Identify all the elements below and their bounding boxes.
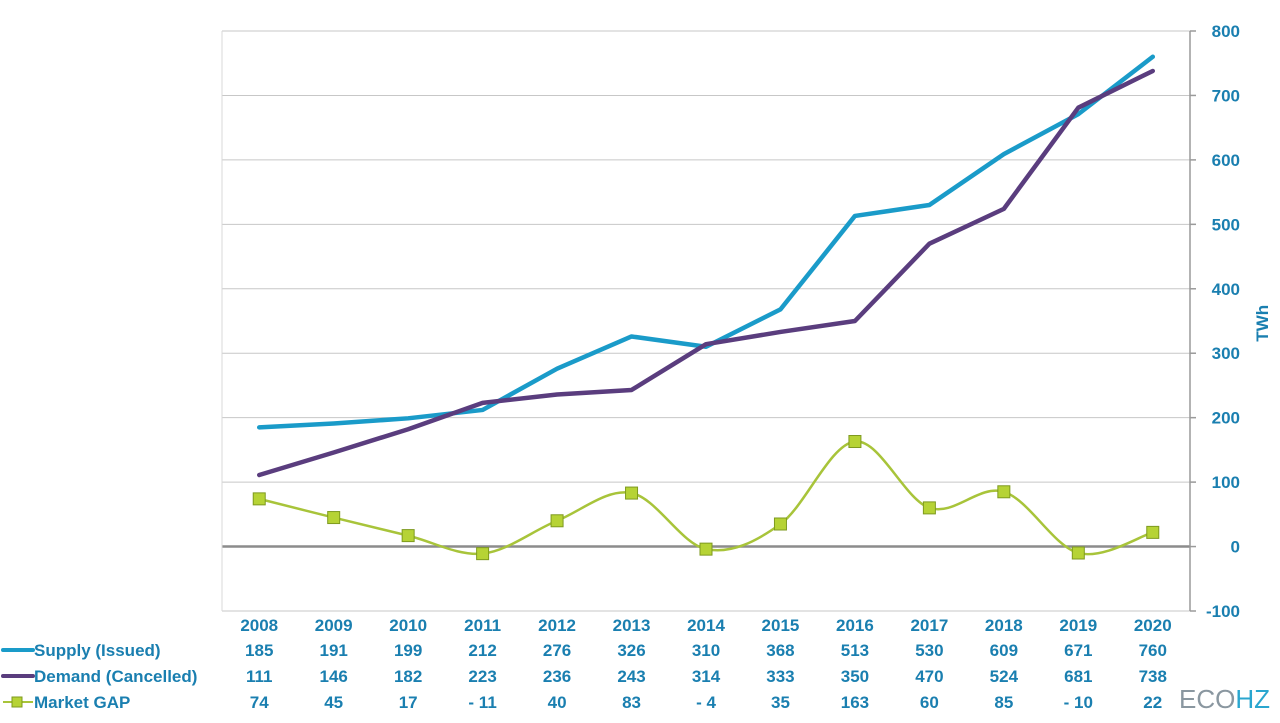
table-cell-demand-cancelled: 146	[320, 667, 348, 686]
x-tick-label: 2019	[1059, 616, 1097, 635]
y-tick-label: 0	[1231, 538, 1240, 557]
x-tick-label: 2015	[762, 616, 800, 635]
y-tick-label: 300	[1212, 344, 1240, 363]
table-cell-market-gap: 74	[250, 693, 269, 712]
x-tick-label: 2009	[315, 616, 353, 635]
table-cell-supply-issued: 191	[320, 641, 348, 660]
x-tick-label: 2017	[910, 616, 948, 635]
table-cell-demand-cancelled: 333	[766, 667, 794, 686]
table-cell-supply-issued: 326	[617, 641, 645, 660]
data-point-market-gap	[997, 485, 1011, 499]
legend-label-market-gap: Market GAP	[34, 693, 130, 712]
x-tick-label: 2018	[985, 616, 1023, 635]
x-tick-label: 2010	[389, 616, 427, 635]
table-cell-market-gap: - 10	[1064, 693, 1093, 712]
x-tick-label: 2008	[240, 616, 278, 635]
y-axis: 800 700 600 500 400 300 200 100 0 -100	[1189, 22, 1240, 621]
x-tick-label: 2011	[464, 616, 501, 635]
y-tick-label: 700	[1212, 86, 1240, 105]
table-cell-supply-issued: 199	[394, 641, 422, 660]
table-cell-market-gap: 22	[1143, 693, 1162, 712]
table-cell-market-gap: 35	[771, 693, 790, 712]
table-cell-supply-issued: 185	[245, 641, 273, 660]
table-cell-demand-cancelled: 223	[468, 667, 496, 686]
table-cell-demand-cancelled: 182	[394, 667, 422, 686]
table-cell-demand-cancelled: 524	[990, 667, 1019, 686]
data-point-market-gap	[699, 542, 713, 556]
table-cell-supply-issued: 760	[1139, 641, 1167, 660]
data-point-market-gap	[848, 435, 862, 449]
table-cell-market-gap: - 11	[468, 693, 496, 712]
data-point-market-gap	[625, 486, 639, 500]
table-cell-demand-cancelled: 111	[246, 667, 273, 686]
table-cell-market-gap: - 4	[696, 693, 716, 712]
table-cell-supply-issued: 609	[990, 641, 1018, 660]
table-cell-market-gap: 83	[622, 693, 641, 712]
table-cell-demand-cancelled: 738	[1139, 667, 1167, 686]
x-tick-label: 2016	[836, 616, 874, 635]
series-line-supply-issued	[256, 54, 1156, 430]
table-cell-market-gap: 163	[841, 693, 869, 712]
data-point-market-gap	[1146, 525, 1160, 539]
x-tick-label: 2014	[687, 616, 725, 635]
data-point-market-gap	[401, 529, 415, 543]
y-tick-label: 500	[1212, 215, 1240, 234]
data-point-market-gap	[1071, 546, 1085, 560]
y-tick-label: 200	[1212, 409, 1240, 428]
table-cell-market-gap: 17	[399, 693, 418, 712]
table-cell-demand-cancelled: 470	[915, 667, 943, 686]
brand-suffix: HZ	[1235, 684, 1270, 714]
gridlines	[221, 30, 1190, 612]
x-tick-label: 2020	[1134, 616, 1172, 635]
data-point-market-gap	[252, 492, 266, 506]
data-point-market-gap	[327, 511, 341, 525]
table-cell-supply-issued: 513	[841, 641, 869, 660]
series-line-demand-cancelled	[256, 68, 1156, 478]
table-cell-demand-cancelled: 314	[692, 667, 721, 686]
table-cell-supply-issued: 530	[915, 641, 943, 660]
data-table: Supply (Issued) 185 191 199 212 276 326 310 368 5…	[1, 641, 1167, 712]
x-tick-label: 2013	[613, 616, 651, 635]
y-axis-label: TWh	[1253, 305, 1272, 342]
data-point-market-gap	[922, 501, 936, 515]
table-cell-market-gap: 85	[994, 693, 1013, 712]
data-point-market-gap	[550, 514, 564, 528]
table-cell-demand-cancelled: 236	[543, 667, 571, 686]
x-tick-label: 2012	[538, 616, 576, 635]
y-tick-label: 400	[1212, 280, 1240, 299]
data-point-market-gap	[773, 517, 787, 531]
table-cell-supply-issued: 212	[468, 641, 496, 660]
y-tick-label: 800	[1212, 22, 1240, 41]
brand-logo: ECOHZ	[1179, 684, 1270, 715]
series-lines	[252, 54, 1160, 561]
table-cell-market-gap: 45	[324, 693, 343, 712]
y-tick-label: 100	[1212, 473, 1240, 492]
table-cell-supply-issued: 671	[1064, 641, 1092, 660]
series-line-market-gap	[257, 440, 1155, 556]
table-cell-market-gap: 40	[548, 693, 567, 712]
legend-marker-market-gap	[11, 696, 23, 708]
y-tick-label: 600	[1212, 151, 1240, 170]
brand-prefix: ECO	[1178, 684, 1236, 714]
data-point-market-gap	[476, 547, 490, 561]
table-cell-demand-cancelled: 350	[841, 667, 869, 686]
legend-label-demand-cancelled: Demand (Cancelled)	[34, 667, 197, 686]
table-cell-supply-issued: 310	[692, 641, 720, 660]
table-cell-demand-cancelled: 243	[617, 667, 645, 686]
legend-label-supply-issued: Supply (Issued)	[34, 641, 161, 660]
table-cell-demand-cancelled: 681	[1064, 667, 1092, 686]
table-cell-supply-issued: 276	[543, 641, 571, 660]
x-category-labels: 2008 2009 2010 2011 2012 2013 2014 2015 2016 2017…	[240, 616, 1171, 635]
table-cell-market-gap: 60	[920, 693, 939, 712]
y-tick-label: -100	[1206, 602, 1240, 621]
table-cell-supply-issued: 368	[766, 641, 794, 660]
